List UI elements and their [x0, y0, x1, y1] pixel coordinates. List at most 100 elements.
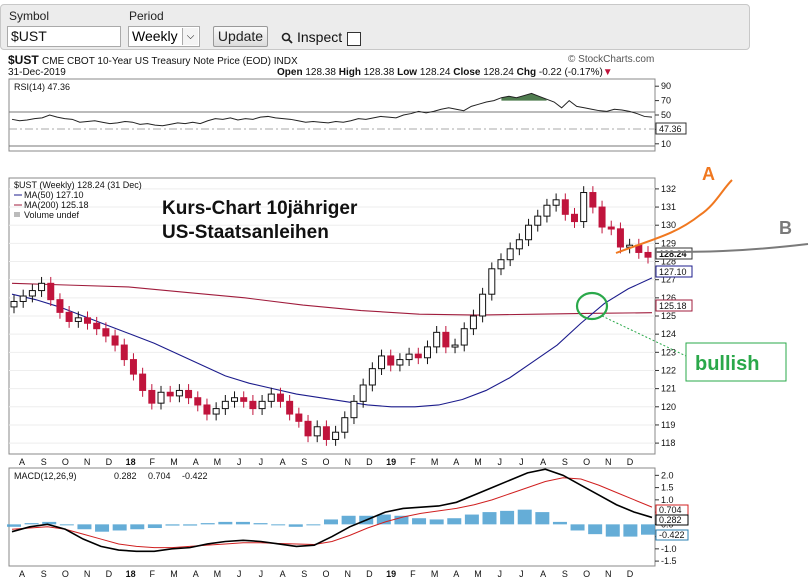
price-x-label: A — [280, 457, 286, 467]
bullish-box — [685, 342, 787, 382]
candle-body — [304, 420, 312, 437]
macd-x-label: S — [41, 569, 47, 579]
price-x-label: F — [150, 457, 156, 467]
candle-body — [148, 389, 156, 404]
ma50-price-label: 127.10 — [659, 267, 687, 277]
macd-x-label: A — [280, 569, 286, 579]
macd-x-label: M — [170, 569, 178, 579]
macd-hist-bar — [147, 524, 162, 529]
inspect-label: Inspect — [297, 29, 343, 45]
macd-hist-bar — [306, 524, 321, 526]
macd-hist-bar — [112, 524, 127, 531]
ma50-price-box — [655, 265, 693, 278]
macd-hist-bar — [641, 524, 655, 535]
price-x-label: A — [193, 457, 199, 467]
ma200-price-label: 125.18 — [659, 301, 687, 311]
rsi-current-label: 47.36 — [659, 124, 682, 134]
path-a-arrow — [615, 179, 733, 254]
macd-hist-bar — [59, 524, 74, 526]
update-button[interactable]: Update — [213, 26, 268, 47]
macd-hist-bar — [588, 524, 603, 535]
candle-body — [28, 290, 36, 297]
price-tick-label: 120 — [661, 402, 676, 412]
chevron-down-icon[interactable]: ⌵ — [182, 28, 198, 45]
symbol-input[interactable]: $UST — [7, 26, 121, 47]
close-price-box — [655, 247, 693, 260]
macd-tick-label: 1.5 — [661, 483, 674, 493]
macd-x-label: O — [583, 569, 590, 579]
macd-hist-bar — [7, 524, 21, 527]
candle-body — [552, 199, 560, 206]
macd-x-label: A — [453, 569, 459, 579]
price-panel: 132 131 130 129 128 127 126 125 124 123 122 121 120 1… — [8, 177, 693, 467]
macd-x-label: J — [497, 569, 502, 579]
rsi-panel: 9070503010 RSI(14) 47.36 47.36 — [8, 78, 687, 152]
macd-hist-bar — [535, 512, 550, 525]
macd-hist-box — [655, 529, 689, 541]
rsi-frame — [8, 78, 656, 152]
rsi-tick-label: 70 — [661, 96, 671, 106]
high-label: High — [338, 67, 361, 78]
candle-body — [65, 311, 73, 322]
low-value: 128.24 — [419, 67, 451, 78]
price-tick-label: 125 — [661, 311, 676, 321]
macd-hist-bar — [218, 521, 233, 525]
candle-body — [221, 400, 229, 410]
ma200-price-box — [655, 299, 693, 312]
price-tick-label: 130 — [661, 220, 676, 230]
candle-body — [84, 317, 92, 324]
symbol-label: Symbol — [9, 9, 50, 23]
period-select[interactable]: Weekly ⌵ — [128, 26, 200, 47]
candle-body — [570, 213, 578, 223]
candle-body — [387, 355, 395, 366]
price-x-label: 18 — [126, 457, 136, 467]
candle-body — [350, 400, 358, 419]
annotation-title-line2: US-Staatsanleihen — [162, 222, 329, 243]
inspect-checkbox[interactable] — [347, 32, 361, 46]
price-tick-label: 118 — [661, 438, 675, 448]
macd-hist-bar — [235, 521, 250, 525]
ma200-line — [11, 282, 653, 316]
price-tick-label: 127 — [661, 275, 676, 285]
rsi-tick-label: 50 — [661, 110, 671, 120]
price-tick-label: 124 — [661, 329, 676, 339]
macd-value: 0.282 — [659, 515, 682, 525]
macd-legend-hist: -0.422 — [182, 471, 208, 481]
macd-hist-bar — [95, 524, 110, 532]
price-x-label: M — [431, 457, 439, 467]
macd-hist-bar — [394, 515, 409, 525]
label-b: B — [779, 218, 792, 238]
macd-hist-bar — [24, 523, 39, 525]
bullish-label: bullish — [695, 353, 759, 375]
price-x-label: O — [583, 457, 590, 467]
price-x-label: M — [214, 457, 222, 467]
macd-tick-label: -1.5 — [661, 556, 677, 566]
candle-body — [469, 315, 477, 330]
price-x-label: J — [259, 457, 264, 467]
macd-hist-bar — [200, 523, 215, 525]
candle-body — [19, 295, 27, 302]
ma50-legend: MA(50) 127.10 — [24, 190, 84, 200]
price-x-label: F — [410, 457, 416, 467]
candle-body — [111, 335, 119, 346]
macd-x-label: N — [84, 569, 91, 579]
annotations: A B bullish — [575, 164, 809, 382]
candle-body — [47, 282, 55, 301]
macd-legend-title: MACD(12,26,9) — [14, 471, 77, 481]
macd-hist-bar — [288, 524, 303, 527]
candle-body — [56, 299, 64, 313]
high-value: 128.38 — [363, 67, 395, 78]
macd-x-label: J — [259, 569, 264, 579]
macd-tick-label: 1.0 — [661, 495, 674, 505]
price-x-label: S — [41, 457, 47, 467]
candle-body — [515, 239, 523, 250]
candle-body — [460, 328, 468, 346]
price-tick-label: 129 — [661, 238, 676, 248]
volume-legend-swatch — [14, 212, 20, 217]
candle-body — [74, 317, 82, 322]
candle-body — [598, 206, 606, 228]
macd-hist-bar — [341, 515, 356, 525]
watermark: © StockCharts.com — [568, 54, 655, 65]
candle-body — [166, 391, 174, 397]
macd-hist-bar — [77, 524, 92, 530]
